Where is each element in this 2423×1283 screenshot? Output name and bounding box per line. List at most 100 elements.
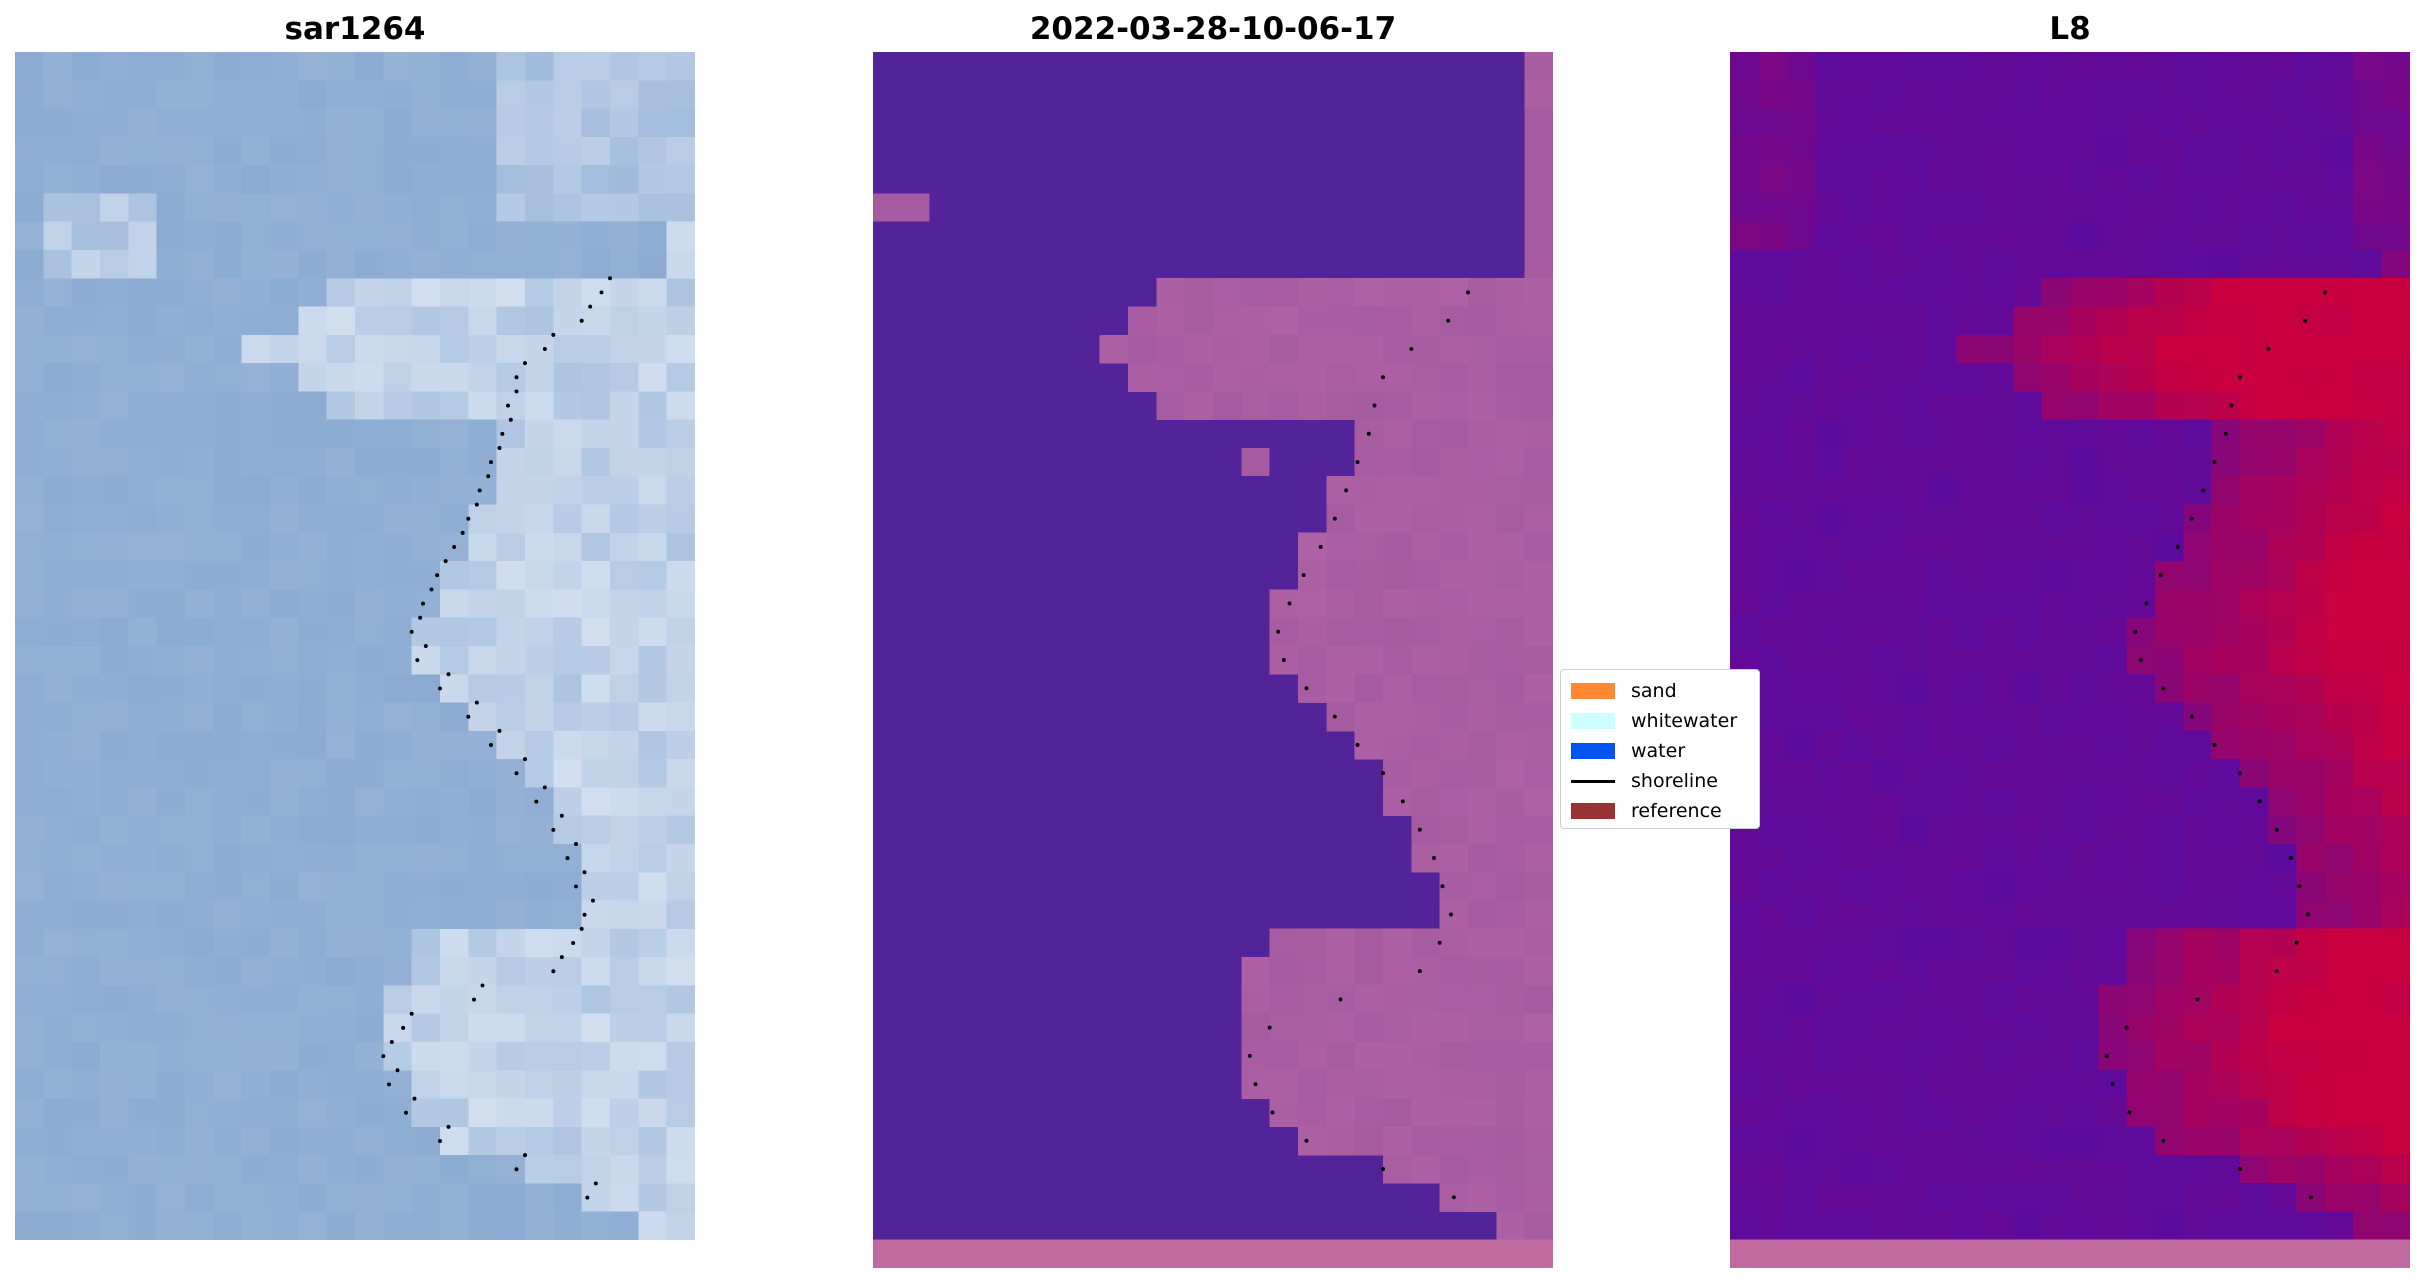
pixel [496, 1126, 526, 1156]
pixel [185, 730, 214, 760]
index-pixel [1985, 674, 2014, 703]
index-pixel [2211, 136, 2241, 166]
index-pixel [2155, 900, 2184, 930]
index-pixel [2381, 730, 2410, 760]
pixel [213, 900, 243, 930]
index-pixel [2098, 617, 2128, 647]
pixel [581, 448, 611, 477]
pixel [553, 504, 583, 534]
pixel [581, 278, 611, 308]
pixel [241, 504, 271, 534]
index-pixel [1843, 1154, 1873, 1184]
pixel [638, 1211, 668, 1240]
pixel [270, 250, 299, 279]
sand-pixel [1411, 1126, 1441, 1156]
index-pixel [2098, 532, 2128, 562]
index-pixel [2183, 787, 2213, 817]
shoreline-point [1381, 771, 1385, 776]
pixel [326, 80, 356, 110]
index-pixel [2070, 532, 2099, 562]
index-pixel [2183, 815, 2213, 845]
pixel [468, 1126, 498, 1156]
index-pixel [1985, 730, 2014, 760]
index-pixel [2183, 504, 2213, 534]
pixel [496, 1211, 526, 1240]
rgb-image-panel [15, 52, 695, 1240]
pixel [638, 532, 668, 562]
index-pixel [1730, 1154, 1759, 1184]
pixel [128, 1042, 158, 1071]
pixel [638, 504, 668, 534]
sand-pixel [1524, 221, 1553, 250]
index-pixel [2296, 561, 2326, 590]
index-pixel [2240, 1041, 2269, 1071]
pixel [213, 815, 243, 845]
pixel [468, 476, 498, 506]
index-pixel [1815, 843, 1844, 873]
index-pixel [1985, 278, 2014, 308]
pixel [468, 278, 498, 308]
index-pixel [1871, 334, 1901, 364]
pixel [610, 844, 639, 873]
sand-pixel [1354, 504, 1384, 534]
index-pixel [1730, 52, 1759, 81]
index-pixel [1956, 1041, 1986, 1071]
shoreline-point [1440, 884, 1445, 889]
index-pixel [2381, 136, 2410, 166]
index-pixel [1956, 249, 1986, 279]
index-pixel [2325, 447, 2354, 477]
index-pixel [1843, 1070, 1873, 1099]
pixel [383, 306, 413, 336]
index-pixel [1815, 363, 1844, 392]
sand-pixel [1468, 504, 1497, 534]
index-pixel [1900, 334, 1929, 364]
index-pixel [2013, 193, 2043, 223]
index-pixel [1956, 80, 1986, 110]
sand-pixel [1269, 928, 1299, 958]
pixel [638, 419, 668, 449]
pixel [156, 844, 186, 873]
index-pixel [2155, 1211, 2184, 1241]
index-pixel [2240, 872, 2269, 901]
pixel [213, 334, 243, 364]
index-pixel [1843, 447, 1873, 477]
index-pixel [2296, 589, 2326, 619]
index-pixel [2381, 589, 2410, 619]
index-pixel [1786, 193, 1816, 223]
pixel [610, 476, 639, 506]
sand-pixel [1298, 645, 1327, 675]
shoreline-point [1372, 403, 1377, 408]
sand-pixel [1099, 334, 1129, 364]
sand-pixel [1383, 645, 1412, 675]
pixel [185, 1098, 214, 1128]
pixel [298, 532, 328, 562]
index-pixel [1871, 1126, 1901, 1156]
index-pixel [1956, 52, 1986, 81]
sand-pixel [1468, 1183, 1497, 1213]
pixel [156, 957, 186, 986]
pixel [128, 306, 158, 336]
pixel [440, 278, 469, 308]
index-pixel [2353, 278, 2383, 308]
sand-pixel [1383, 730, 1412, 760]
pixel [553, 136, 583, 166]
sand-pixel [1156, 306, 1186, 336]
index-pixel [2041, 985, 2071, 1015]
index-pixel [1928, 447, 1958, 477]
pixel [15, 702, 44, 732]
index-pixel [1871, 136, 1901, 166]
index-pixel [1815, 1126, 1844, 1156]
pixel [213, 872, 243, 902]
pixel [15, 1155, 44, 1184]
index-pixel [1815, 193, 1844, 223]
pixel [525, 1126, 554, 1156]
pixel [383, 250, 413, 279]
pixel [355, 787, 384, 817]
index-pixel [2098, 419, 2128, 449]
pixel [241, 730, 271, 760]
index-pixel [1815, 674, 1844, 703]
pixel [213, 1013, 243, 1043]
pixel [468, 1013, 498, 1043]
pixel [43, 900, 73, 930]
sand-pixel [1439, 617, 1469, 647]
